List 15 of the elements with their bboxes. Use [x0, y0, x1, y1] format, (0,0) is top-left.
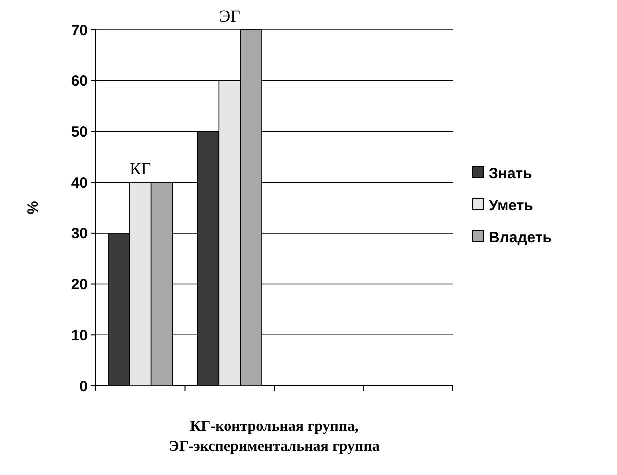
legend-label: Уметь [489, 197, 534, 214]
y-tick-label: 40 [71, 174, 88, 192]
y-tick-label: 30 [71, 226, 88, 243]
y-tick-label: 20 [71, 276, 88, 294]
annotation: КГ [130, 160, 152, 179]
y-tick-label: 10 [71, 327, 88, 344]
y-tick-label: 60 [71, 73, 88, 90]
y-tick-label: 50 [71, 124, 88, 141]
y-tick-label: 0 [80, 378, 88, 396]
legend-label: Владеть [489, 229, 552, 246]
legend-label: Знать [489, 165, 532, 182]
text: ЭГ [219, 7, 241, 26]
y-tick-label: 70 [71, 22, 88, 40]
x-axis-title: КГ-контрольная группа, ЭГ-экспериментальная группа [169, 419, 380, 455]
y-axis-title: % [25, 201, 42, 215]
